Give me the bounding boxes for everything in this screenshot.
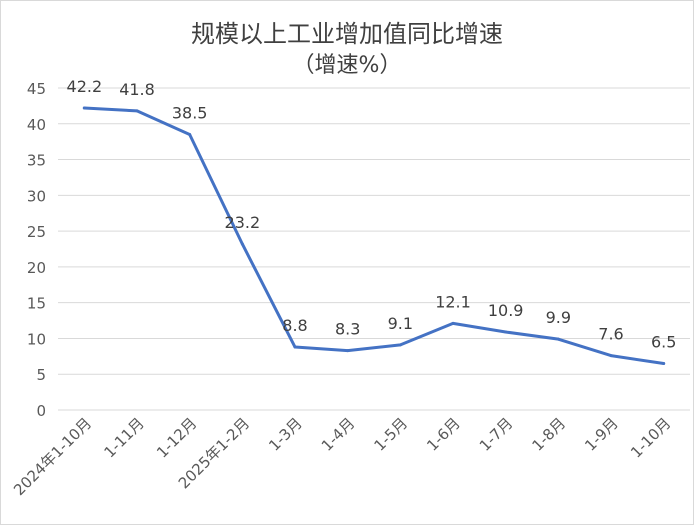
y-tick-label: 0 [36, 402, 46, 420]
data-label: 10.9 [488, 301, 524, 320]
data-label: 23.2 [225, 213, 261, 232]
x-tick-label: 1-5月 [371, 414, 412, 455]
data-label: 38.5 [172, 104, 208, 123]
data-point [398, 343, 402, 347]
data-point [240, 242, 244, 246]
data-point [556, 337, 560, 341]
x-tick-label: 1-3月 [265, 414, 306, 455]
data-label: 9.1 [388, 314, 413, 333]
y-tick-label: 25 [27, 223, 46, 241]
x-tick-label: 1-8月 [529, 414, 570, 455]
y-tick-label: 10 [27, 330, 46, 348]
y-tick-label: 30 [27, 187, 46, 205]
data-point [451, 321, 455, 325]
y-tick-label: 20 [27, 259, 46, 277]
y-tick-label: 15 [27, 295, 46, 313]
data-label: 12.1 [435, 292, 471, 311]
data-point [609, 354, 613, 358]
data-label: 42.2 [67, 77, 103, 96]
data-point [293, 345, 297, 349]
chart-title: 规模以上工业增加值同比增速 [191, 20, 503, 48]
y-tick-label: 40 [27, 116, 46, 134]
x-tick-label: 1-9月 [581, 414, 622, 455]
y-tick-label: 45 [27, 80, 46, 98]
data-point [662, 361, 666, 365]
chart-subtitle: （增速%） [293, 53, 402, 78]
data-point [82, 106, 86, 110]
x-tick-label: 1-10月 [627, 414, 674, 461]
data-label: 8.8 [282, 316, 307, 335]
y-tick-label: 35 [27, 152, 46, 170]
data-label: 6.5 [651, 332, 676, 351]
data-point [135, 109, 139, 113]
data-label: 9.9 [546, 308, 571, 327]
data-point [504, 330, 508, 334]
x-tick-label: 1-7月 [476, 414, 517, 455]
series-line [82, 106, 666, 365]
x-tick-label: 1-6月 [423, 414, 464, 455]
x-tick-label: 2024年1-10月 [10, 414, 95, 499]
data-point [188, 133, 192, 137]
data-point [346, 349, 350, 353]
y-tick-label: 5 [36, 366, 46, 384]
x-tick-label: 1-4月 [318, 414, 359, 455]
data-label: 7.6 [598, 325, 623, 344]
x-tick-label: 1-12月 [153, 414, 200, 461]
x-tick-label: 1-11月 [100, 414, 147, 461]
data-label: 41.8 [119, 80, 155, 99]
data-label: 8.3 [335, 320, 360, 339]
